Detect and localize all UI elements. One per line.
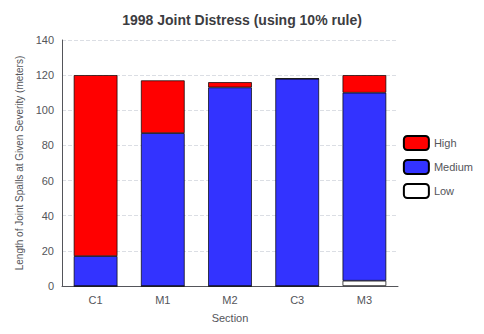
svg-text:C1: C1 <box>89 294 103 306</box>
svg-text:140: 140 <box>36 34 54 46</box>
svg-text:C3: C3 <box>290 294 304 306</box>
svg-text:0: 0 <box>48 280 54 292</box>
svg-text:M3: M3 <box>357 294 372 306</box>
svg-text:M2: M2 <box>222 294 237 306</box>
svg-text:40: 40 <box>42 210 54 222</box>
svg-text:20: 20 <box>42 245 54 257</box>
svg-text:100: 100 <box>36 104 54 116</box>
svg-text:M1: M1 <box>155 294 170 306</box>
svg-text:120: 120 <box>36 69 54 81</box>
svg-text:80: 80 <box>42 139 54 151</box>
svg-text:Medium: Medium <box>434 161 473 173</box>
svg-text:High: High <box>434 137 457 149</box>
svg-text:Section: Section <box>212 312 249 324</box>
svg-text:1998 Joint Distress (using 10%: 1998 Joint Distress (using 10% rule) <box>122 12 362 28</box>
svg-text:60: 60 <box>42 175 54 187</box>
svg-text:Low: Low <box>434 185 454 197</box>
svg-text:Length of Joint Spalls at Give: Length of Joint Spalls at Given Severity… <box>14 56 25 271</box>
